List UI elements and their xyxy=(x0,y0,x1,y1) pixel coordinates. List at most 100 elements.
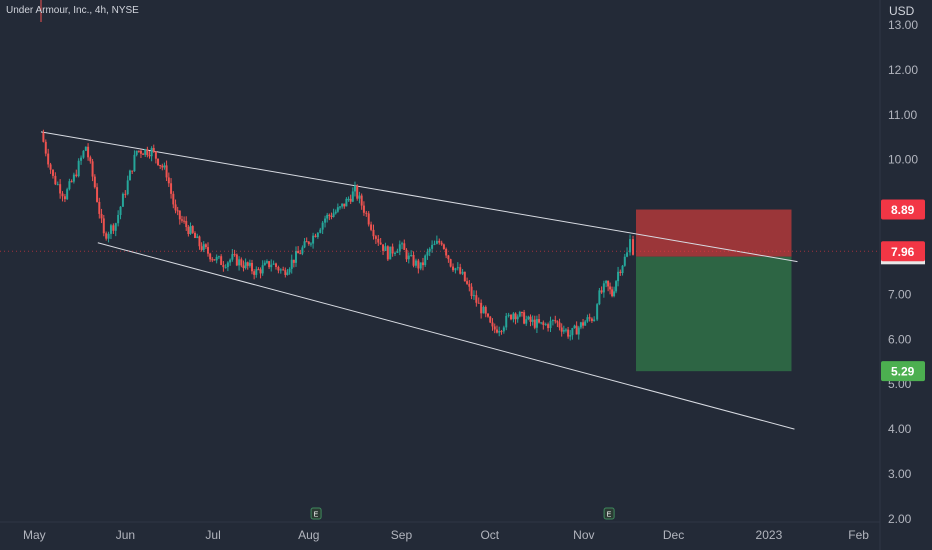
candle-body xyxy=(575,325,578,335)
candle-body xyxy=(275,263,278,267)
price-tick-label: 4.00 xyxy=(888,422,912,436)
candle-body xyxy=(93,176,96,188)
candle-body xyxy=(178,210,181,220)
candle-body xyxy=(470,286,473,297)
candle-body xyxy=(487,313,490,317)
candle-body xyxy=(316,232,319,238)
candle-body xyxy=(207,247,210,254)
candle-body xyxy=(609,286,612,290)
trend-channel xyxy=(40,131,798,430)
stop-loss-zone xyxy=(636,209,792,257)
candle-body xyxy=(421,262,424,266)
candle-body xyxy=(493,326,496,330)
candle-body xyxy=(577,327,580,335)
time-tick-label: Sep xyxy=(391,528,413,542)
candle-body xyxy=(146,149,149,156)
candle-body xyxy=(251,262,254,272)
candle-body xyxy=(44,141,47,154)
candle-body xyxy=(356,185,359,199)
candle-body xyxy=(449,259,452,267)
candle-body xyxy=(531,319,534,322)
candle-body xyxy=(163,165,166,168)
time-tick-label: Nov xyxy=(573,528,594,542)
candle-body xyxy=(238,259,241,266)
candle-body xyxy=(544,324,547,326)
price-badge xyxy=(881,199,925,220)
candle-body xyxy=(463,271,466,282)
candle-body xyxy=(549,320,552,329)
candle-body xyxy=(248,262,251,266)
candle-body xyxy=(424,255,427,266)
candle-body xyxy=(590,318,593,321)
candle-body xyxy=(339,206,341,208)
candle-body xyxy=(217,256,220,258)
candle-body xyxy=(137,150,140,152)
candle-body xyxy=(198,236,201,247)
candle-body xyxy=(235,254,238,266)
candle-body xyxy=(244,262,247,269)
price-tick-label: 13.00 xyxy=(888,18,918,32)
candle-body xyxy=(447,255,450,260)
candle-body xyxy=(277,266,280,271)
earnings-marker[interactable] xyxy=(310,507,322,520)
candle-body xyxy=(286,272,289,275)
candle-body xyxy=(326,214,329,219)
candle-body xyxy=(588,317,591,319)
candle-body xyxy=(246,262,249,266)
candle-body xyxy=(417,260,420,269)
candle-body xyxy=(70,181,73,183)
candle-body xyxy=(117,214,120,224)
candle-body xyxy=(47,153,50,165)
candle-body xyxy=(529,316,532,322)
candle-body xyxy=(394,252,397,254)
time-tick-label: Dec xyxy=(663,528,684,542)
candle-body xyxy=(454,268,457,271)
candle-body xyxy=(586,317,589,322)
candle-body xyxy=(114,223,117,231)
candle-body xyxy=(157,158,160,166)
candle-body xyxy=(336,207,339,212)
candle-body xyxy=(61,193,64,197)
candle-body xyxy=(596,304,599,320)
candle-body xyxy=(480,302,483,314)
candle-body xyxy=(607,280,610,287)
candle-body xyxy=(128,170,131,181)
candle-body xyxy=(523,312,526,324)
candle-body xyxy=(626,252,629,257)
candle-body xyxy=(170,183,173,194)
candle-body xyxy=(505,315,508,328)
candle-body xyxy=(615,281,618,292)
candle-body xyxy=(535,319,538,328)
candle-body xyxy=(623,256,626,266)
candle-body xyxy=(611,289,614,297)
candle-body xyxy=(200,246,203,250)
channel-line-lower[interactable] xyxy=(97,242,795,430)
candle-body xyxy=(165,165,168,178)
price-badge xyxy=(881,361,925,382)
time-axis[interactable]: May Jun Jul Aug Sep Oct Nov Dec 2023 Feb xyxy=(0,521,880,542)
candle-body xyxy=(297,251,300,254)
price-axis[interactable]: 13.0012.0011.0010.009.008.007.006.005.00… xyxy=(879,0,918,550)
time-tick-label: Feb xyxy=(848,528,869,542)
earnings-marker[interactable] xyxy=(603,507,615,520)
candle-body xyxy=(42,132,45,142)
candle-body xyxy=(360,195,363,206)
price-badge xyxy=(881,241,925,262)
candle-body xyxy=(605,280,608,284)
candle-body xyxy=(351,191,354,202)
candle-body xyxy=(629,239,632,253)
candle-body xyxy=(484,306,487,314)
candle-body xyxy=(150,148,153,157)
candle-body xyxy=(159,165,162,167)
candle-body xyxy=(617,271,620,282)
channel-line-upper[interactable] xyxy=(40,131,798,263)
candle-body xyxy=(193,232,196,238)
earnings-marker-label: E xyxy=(314,512,319,519)
candle-body xyxy=(196,236,199,238)
price-tick-label: 3.00 xyxy=(888,467,912,481)
candle-body xyxy=(299,253,302,255)
candle-body xyxy=(512,313,515,320)
candle-body xyxy=(452,266,455,271)
